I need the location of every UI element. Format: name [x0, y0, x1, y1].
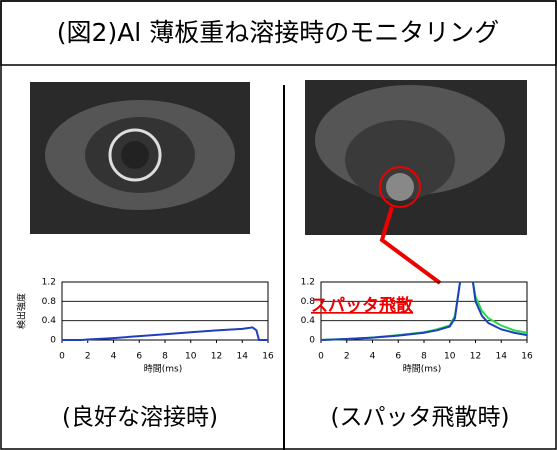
- y-tick-label: 0.4: [301, 316, 316, 326]
- x-tick-label: 6: [136, 352, 142, 362]
- photo-left: [30, 82, 250, 234]
- x-tick-label: 10: [444, 352, 456, 362]
- data-line: [473, 282, 527, 333]
- x-tick-label: 4: [370, 352, 376, 362]
- title: (図2)Al 薄板重ね溶接時のモニタリング: [57, 18, 499, 47]
- x-tick-label: 2: [85, 352, 91, 362]
- x-tick-label: 8: [421, 352, 427, 362]
- x-tick-label: 10: [185, 352, 197, 362]
- y-tick-label: 0: [50, 336, 56, 346]
- x-tick-label: 0: [59, 352, 65, 362]
- x-tick-label: 16: [262, 352, 274, 362]
- figure: (図2)Al 薄板重ね溶接時のモニタリング 0 0.4 0.8 1.2 0 2 4 6 8 10 1…: [0, 0, 557, 450]
- caption: (良好な溶接時): [62, 405, 218, 431]
- annotation: スパッタ飛散: [311, 295, 414, 316]
- x-tick-label: 8: [162, 352, 168, 362]
- x-tick-label: 0: [318, 352, 324, 362]
- y-tick-label: 0.4: [42, 316, 57, 326]
- caption: (スパッタ飛散時): [331, 405, 510, 431]
- x-tick-label: 16: [521, 352, 533, 362]
- y-axis-label: 検出強度: [16, 293, 28, 329]
- photo-right: [305, 80, 527, 283]
- plot-area: [62, 282, 268, 340]
- x-tick-label: 2: [344, 352, 350, 362]
- y-tick-label: 0: [309, 336, 315, 346]
- y-tick-label: 0.8: [42, 297, 57, 307]
- page: (図2)Al 薄板重ね溶接時のモニタリング 0 0.4 0.8 1.2 0 2 4 6 8 10 1…: [0, 0, 557, 450]
- x-tick-label: 14: [496, 352, 508, 362]
- x-axis-label: 時間(ms): [144, 364, 182, 375]
- x-tick-label: 4: [111, 352, 117, 362]
- x-tick-label: 12: [470, 352, 481, 362]
- x-tick-label: 12: [211, 352, 222, 362]
- x-tick-label: 6: [395, 352, 401, 362]
- y-tick-label: 1.2: [301, 278, 315, 288]
- y-tick-label: 1.2: [42, 278, 56, 288]
- data-line: [62, 327, 268, 340]
- x-axis-label: 時間(ms): [403, 364, 441, 375]
- x-tick-label: 14: [237, 352, 249, 362]
